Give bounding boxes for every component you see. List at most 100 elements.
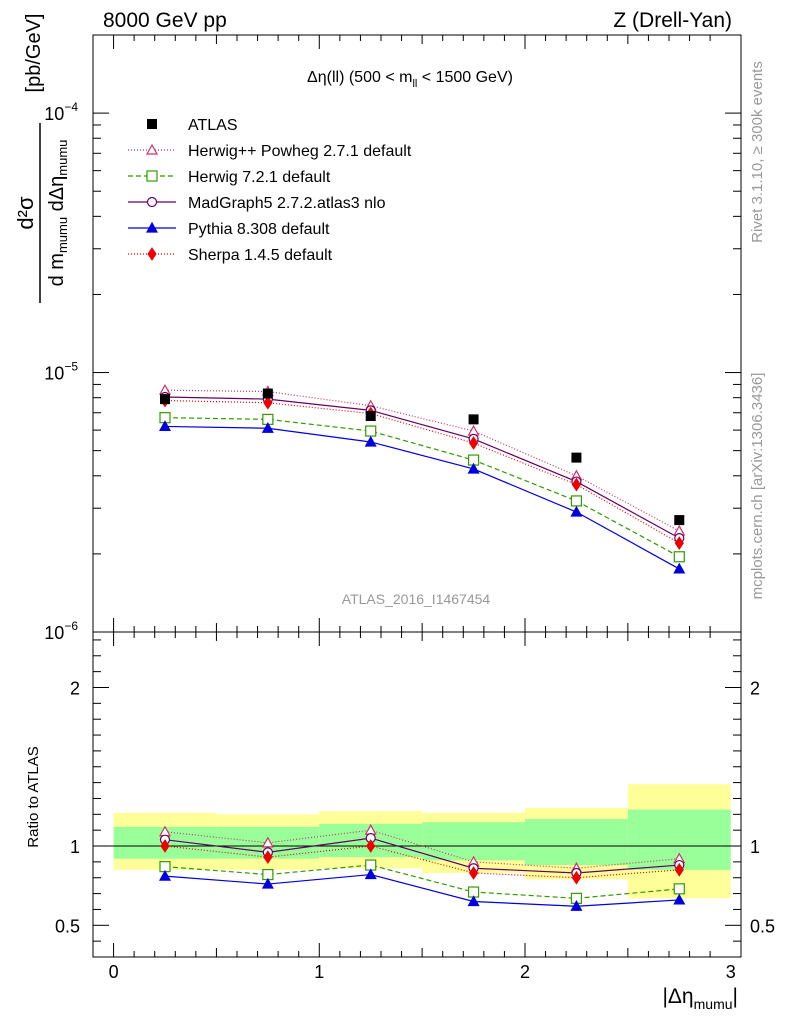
main-ytick-label-base: 10 <box>44 104 64 124</box>
data-point-1 <box>262 388 273 399</box>
ratio-series-point-4-1 <box>263 850 273 865</box>
x-axis-label-suffix: | <box>733 985 738 1008</box>
panel-title: Δη(ll) (500 < mll < 1500 GeV) <box>307 69 513 90</box>
main-series-line-3 <box>164 425 680 570</box>
main-series-point-1-5 <box>673 551 685 563</box>
legend-label-2: MadGraph5 2.7.2.atlas3 nlo <box>188 195 386 212</box>
main-series-point-4-1 <box>263 395 273 410</box>
main-panel: 10−610−510−4 Δη(ll) (500 < mll < 1500 Ge… <box>13 14 742 643</box>
main-series-line-2 <box>164 396 680 539</box>
legend-label-0: Herwig++ Powheg 2.7.1 default <box>188 143 412 160</box>
main-ylabel: d²σ d mmumu dΔηmumu [pb/GeV] <box>13 14 70 303</box>
data-point-0 <box>160 394 170 405</box>
main-series-point-3-3 <box>467 462 480 474</box>
main-series-point-1-2 <box>365 425 377 437</box>
panel-title-suffix: < 1500 GeV) <box>417 69 513 86</box>
legend-marker-0 <box>145 143 159 155</box>
ratio-frame <box>92 631 742 958</box>
ylabel-den-b: dΔη <box>46 176 68 217</box>
header-right: Z (Drell-Yan) <box>613 9 732 32</box>
band-stat-3 <box>422 822 525 861</box>
main-ytick-label-base: 10 <box>44 623 64 643</box>
legend-label-1: Herwig 7.2.1 default <box>188 169 331 186</box>
main-ytick-label-exp: −6 <box>64 619 78 633</box>
panel-title-prefix: Δη(ll) (500 < m <box>307 69 412 86</box>
main-series-point-1-4 <box>570 495 583 507</box>
ratio-series-point-0-1 <box>261 836 274 848</box>
ylabel-numerator: d²σ <box>13 196 38 230</box>
ratio-ytick-label-right-2: 2 <box>750 678 760 698</box>
ratio-series-point-3-3 <box>467 895 480 907</box>
ratio-series-point-3-0 <box>158 869 172 881</box>
main-series-line-1 <box>164 417 680 558</box>
ratio-series-point-3-1 <box>261 877 274 889</box>
ratio-series-point-4-5 <box>674 862 684 877</box>
header-left: 8000 GeV pp <box>103 9 227 32</box>
ratio-xtick-label-3: 3 <box>726 962 736 982</box>
ratio-series-point-4-4 <box>571 870 582 885</box>
ratio-series-point-3-5 <box>673 893 686 905</box>
ylabel-den-a-sub: mumu <box>55 217 70 253</box>
ylabel-den-a: d m <box>46 253 68 286</box>
ratio-series-line-2 <box>164 837 680 874</box>
legend: ATLAS Herwig++ Powheg 2.7.1 default Herwig… <box>128 117 412 264</box>
legend-label-4: Sherpa 1.4.5 default <box>188 247 333 264</box>
ratio-ytick-label-left-0: 0.5 <box>55 916 80 936</box>
ratio-ylabel: Ratio to ATLAS <box>25 746 42 847</box>
data-point-5 <box>674 515 685 526</box>
mcplots-label: mcplots.cern.ch [arXiv:1306.3436] <box>749 373 766 600</box>
panel-title-sub: ll <box>412 78 417 90</box>
main-series-point-3-2 <box>364 435 377 447</box>
ratio-series-point-3-2 <box>364 868 377 880</box>
main-ytick-label-2: 10−4 <box>44 100 78 124</box>
main-series-point-3-0 <box>158 420 172 432</box>
main-series-line-0 <box>164 389 680 532</box>
legend-marker-data <box>147 119 157 129</box>
legend-label-data: ATLAS <box>188 117 238 134</box>
ratio-series-point-4-2 <box>366 839 376 853</box>
main-series-line-4 <box>164 399 680 544</box>
ratio-ytick-label-left-2: 2 <box>70 678 80 698</box>
main-ytick-label-0: 10−6 <box>44 619 78 643</box>
main-series-point-3-4 <box>570 505 583 517</box>
ratio-series-point-1-5 <box>673 883 685 895</box>
main-series-point-4-4 <box>571 477 582 492</box>
main-series-point-3-5 <box>673 562 686 574</box>
main-ytick-label-base: 10 <box>44 364 64 384</box>
ratio-xtick-label-2: 2 <box>520 962 530 982</box>
x-axis-label-main: |Δη <box>662 985 693 1008</box>
legend-marker-3 <box>145 221 159 233</box>
main-ytick-label-exp: −4 <box>64 100 78 114</box>
ylabel-units: [pb/GeV] <box>23 14 45 93</box>
data-point-4 <box>571 452 582 463</box>
main-ytick-label-1: 10−5 <box>44 360 78 384</box>
x-axis-label: |Δηmumu| <box>662 985 738 1012</box>
legend-marker-4 <box>147 247 157 261</box>
data-point-2 <box>365 411 376 422</box>
ratio-xtick-label-1: 1 <box>314 962 324 982</box>
ratio-series-point-4-0 <box>160 839 170 853</box>
ratio-panel: 0.5 0.5 1 1 2 2 0 1 2 3 Ratio to ATLAS |Δηmumu| <box>25 631 775 1012</box>
ratio-ytick-label-left-1: 1 <box>70 837 80 857</box>
main-series-point-4-5 <box>674 536 684 551</box>
ratio-series-point-3-4 <box>570 900 583 911</box>
ratio-xtick-label-0: 0 <box>109 962 119 982</box>
legend-marker-1 <box>146 170 158 182</box>
watermark: ATLAS_2016_I1467454 <box>342 591 491 607</box>
ratio-series-line-1 <box>164 864 680 899</box>
main-series-point-3-1 <box>261 422 274 433</box>
ratio-series-point-4-3 <box>468 866 479 880</box>
legend-marker-2 <box>146 196 158 208</box>
ratio-ytick-label-right-1: 1 <box>750 837 760 857</box>
band-stat-4 <box>525 819 628 866</box>
main-ytick-label-exp: −5 <box>64 360 78 374</box>
legend-label-3: Pythia 8.308 default <box>188 221 330 238</box>
ratio-series-line-3 <box>164 873 680 907</box>
data-point-3 <box>468 414 479 425</box>
ylabel-denominator: d mmumu dΔηmumu <box>46 140 70 287</box>
ratio-ytick-label-right-0: 0.5 <box>750 916 775 936</box>
x-axis-label-sub: mumu <box>694 996 733 1012</box>
main-series-point-4-3 <box>468 436 479 450</box>
ylabel-den-b-sub: mumu <box>55 140 70 176</box>
